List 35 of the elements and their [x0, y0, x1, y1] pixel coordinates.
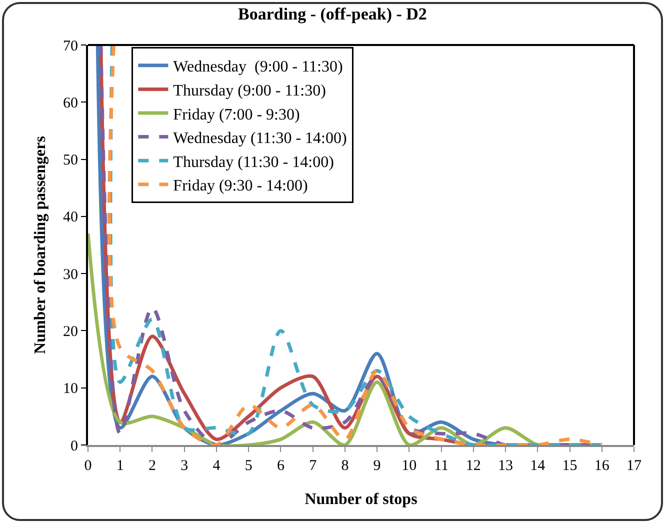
y-tick-label: 20	[63, 324, 78, 340]
x-tick-label: 8	[341, 458, 349, 474]
x-axis-title: Number of stops	[304, 491, 418, 508]
x-tick-label: 12	[466, 458, 481, 474]
x-tick-label: 16	[594, 458, 610, 474]
legend-label: Thursday (11:30 - 14:00)	[173, 154, 334, 171]
x-tick-label: 9	[373, 458, 381, 474]
legend-label: Thursday (9:00 - 11:30)	[173, 82, 326, 100]
x-tick-label: 3	[180, 458, 188, 474]
legend-label: Friday (9:30 - 14:00)	[173, 178, 308, 195]
x-tick-label: 15	[562, 458, 578, 474]
x-tick-label: 7	[309, 458, 318, 474]
x-tick-label: 1	[116, 458, 124, 474]
x-tick-label: 2	[148, 458, 156, 474]
y-tick-label: 30	[63, 266, 78, 283]
legend-label: Friday (7:00 - 9:30)	[173, 106, 300, 124]
legend-label: Wednesday (9:00 - 11:30)	[173, 58, 343, 76]
x-tick-label: 13	[498, 458, 514, 474]
y-tick-label: 10	[63, 381, 78, 398]
legend-label: Wednesday (11:30 - 14:00)	[173, 130, 347, 148]
y-tick-label: 0	[70, 438, 78, 454]
x-tick-label: 5	[244, 458, 252, 474]
y-tick-label: 70	[63, 38, 78, 54]
y-axis-title: Number of boarding passengers	[32, 136, 49, 354]
y-tick-label: 60	[63, 95, 78, 112]
x-tick-label: 17	[626, 458, 642, 474]
x-tick-label: 10	[402, 458, 417, 474]
chart-title: Boarding - (off-peak) - D2	[238, 4, 427, 24]
y-tick-label: 40	[63, 210, 78, 226]
x-tick-label: 6	[276, 458, 285, 474]
x-tick-label: 4	[212, 458, 221, 474]
x-tick-label: 11	[434, 458, 449, 474]
x-tick-label: 14	[530, 458, 546, 474]
y-tick-label: 50	[63, 152, 78, 169]
x-tick-label: 0	[84, 458, 92, 474]
